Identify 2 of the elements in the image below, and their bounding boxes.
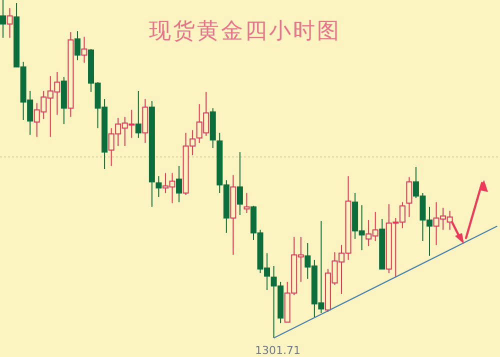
annotation: 1301.71 bbox=[255, 344, 301, 357]
text: 现货黄金四小时图 bbox=[149, 19, 341, 44]
